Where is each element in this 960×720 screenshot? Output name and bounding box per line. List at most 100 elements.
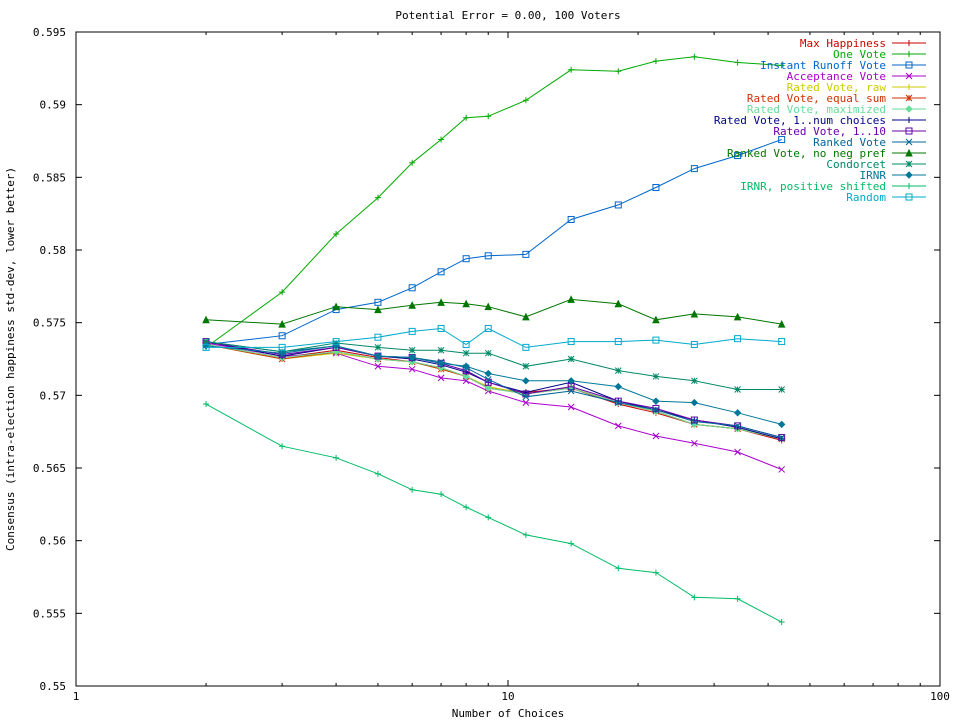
x-tick-label: 10 <box>501 690 514 703</box>
data-point <box>522 343 530 351</box>
data-point <box>614 422 622 430</box>
series-line <box>205 298 782 325</box>
data-point <box>202 343 210 351</box>
data-point <box>408 365 416 373</box>
legend-label: Instant Runoff Vote <box>760 59 886 72</box>
data-point <box>652 373 660 380</box>
data-point <box>484 369 492 378</box>
data-point <box>522 393 530 401</box>
data-point <box>652 432 660 440</box>
data-point <box>734 386 741 393</box>
data-point <box>734 152 742 160</box>
data-point <box>690 340 698 348</box>
y-axis-label: Consensus (intra-election happiness std-… <box>4 167 17 551</box>
data-point <box>437 374 445 382</box>
data-point <box>734 59 741 66</box>
data-point <box>278 343 286 351</box>
data-point <box>567 355 575 363</box>
data-point <box>522 531 529 538</box>
data-point <box>734 422 741 430</box>
data-point <box>485 514 492 521</box>
data-point <box>484 384 492 392</box>
data-point <box>905 171 913 179</box>
legend-label: Rated Vote, 1..num choices <box>714 114 886 127</box>
data-point <box>905 61 913 69</box>
data-point <box>522 250 530 258</box>
data-point <box>690 416 698 424</box>
data-point <box>778 136 786 144</box>
data-point <box>333 454 340 461</box>
legend-label: Ranked Vote <box>813 136 886 149</box>
data-point <box>905 105 913 113</box>
data-point <box>778 386 786 393</box>
data-point <box>462 349 470 357</box>
data-point <box>522 377 530 385</box>
data-point <box>408 353 416 362</box>
legend-label: Rated Vote, raw <box>787 81 887 94</box>
legend-label: IRNR <box>860 169 887 182</box>
series-line <box>205 56 782 348</box>
legend-label: Rated Vote, 1..10 <box>773 125 886 138</box>
data-point <box>374 305 382 314</box>
data-point <box>905 160 913 168</box>
data-point <box>614 399 622 406</box>
data-point <box>777 320 786 328</box>
data-point <box>463 114 470 121</box>
data-point <box>408 301 416 309</box>
data-point <box>278 332 286 340</box>
data-point <box>437 324 445 332</box>
series-3 <box>202 339 786 473</box>
data-point <box>408 284 416 292</box>
data-point <box>614 367 622 374</box>
data-point <box>484 302 493 311</box>
legend-label: Ranked Vote, no neg pref <box>727 147 886 160</box>
series-line <box>206 327 782 348</box>
data-point <box>905 148 913 157</box>
data-point <box>652 397 660 405</box>
data-point <box>567 338 575 346</box>
series-2 <box>202 136 786 348</box>
data-point <box>462 299 470 308</box>
data-point <box>690 398 699 407</box>
y-tick-label: 0.575 <box>33 317 66 330</box>
data-point <box>374 362 382 370</box>
data-point <box>462 340 470 348</box>
series-10 <box>202 295 786 328</box>
series-13 <box>203 401 785 626</box>
data-point <box>484 349 492 357</box>
data-point <box>408 327 416 335</box>
series-1 <box>203 53 785 351</box>
legend-label: Max Happiness <box>800 37 886 50</box>
data-point <box>733 409 742 417</box>
data-point <box>690 309 699 318</box>
series-7 <box>203 338 785 442</box>
data-point <box>652 315 660 324</box>
data-point <box>522 399 530 406</box>
y-tick-label: 0.55 <box>40 680 67 693</box>
data-point <box>614 382 622 391</box>
series-layer <box>202 53 786 626</box>
data-point <box>437 346 445 354</box>
y-tick-label: 0.555 <box>33 607 66 620</box>
y-tick-label: 0.565 <box>33 462 66 475</box>
data-point <box>374 298 382 306</box>
data-point <box>905 127 913 135</box>
data-point <box>202 338 210 345</box>
data-point <box>332 302 340 311</box>
data-point <box>733 312 742 321</box>
data-point <box>567 215 575 223</box>
data-point <box>484 324 492 332</box>
data-point <box>374 470 381 477</box>
data-point <box>332 338 340 346</box>
data-point <box>652 58 659 65</box>
y-tick-label: 0.59 <box>40 99 67 112</box>
data-point <box>614 397 622 405</box>
data-point <box>409 486 416 493</box>
legend-label: IRNR, positive shifted <box>740 180 886 193</box>
data-point <box>408 346 416 354</box>
data-point <box>409 159 416 166</box>
series-12 <box>202 342 786 429</box>
series-line <box>205 341 782 438</box>
data-point <box>734 595 741 602</box>
